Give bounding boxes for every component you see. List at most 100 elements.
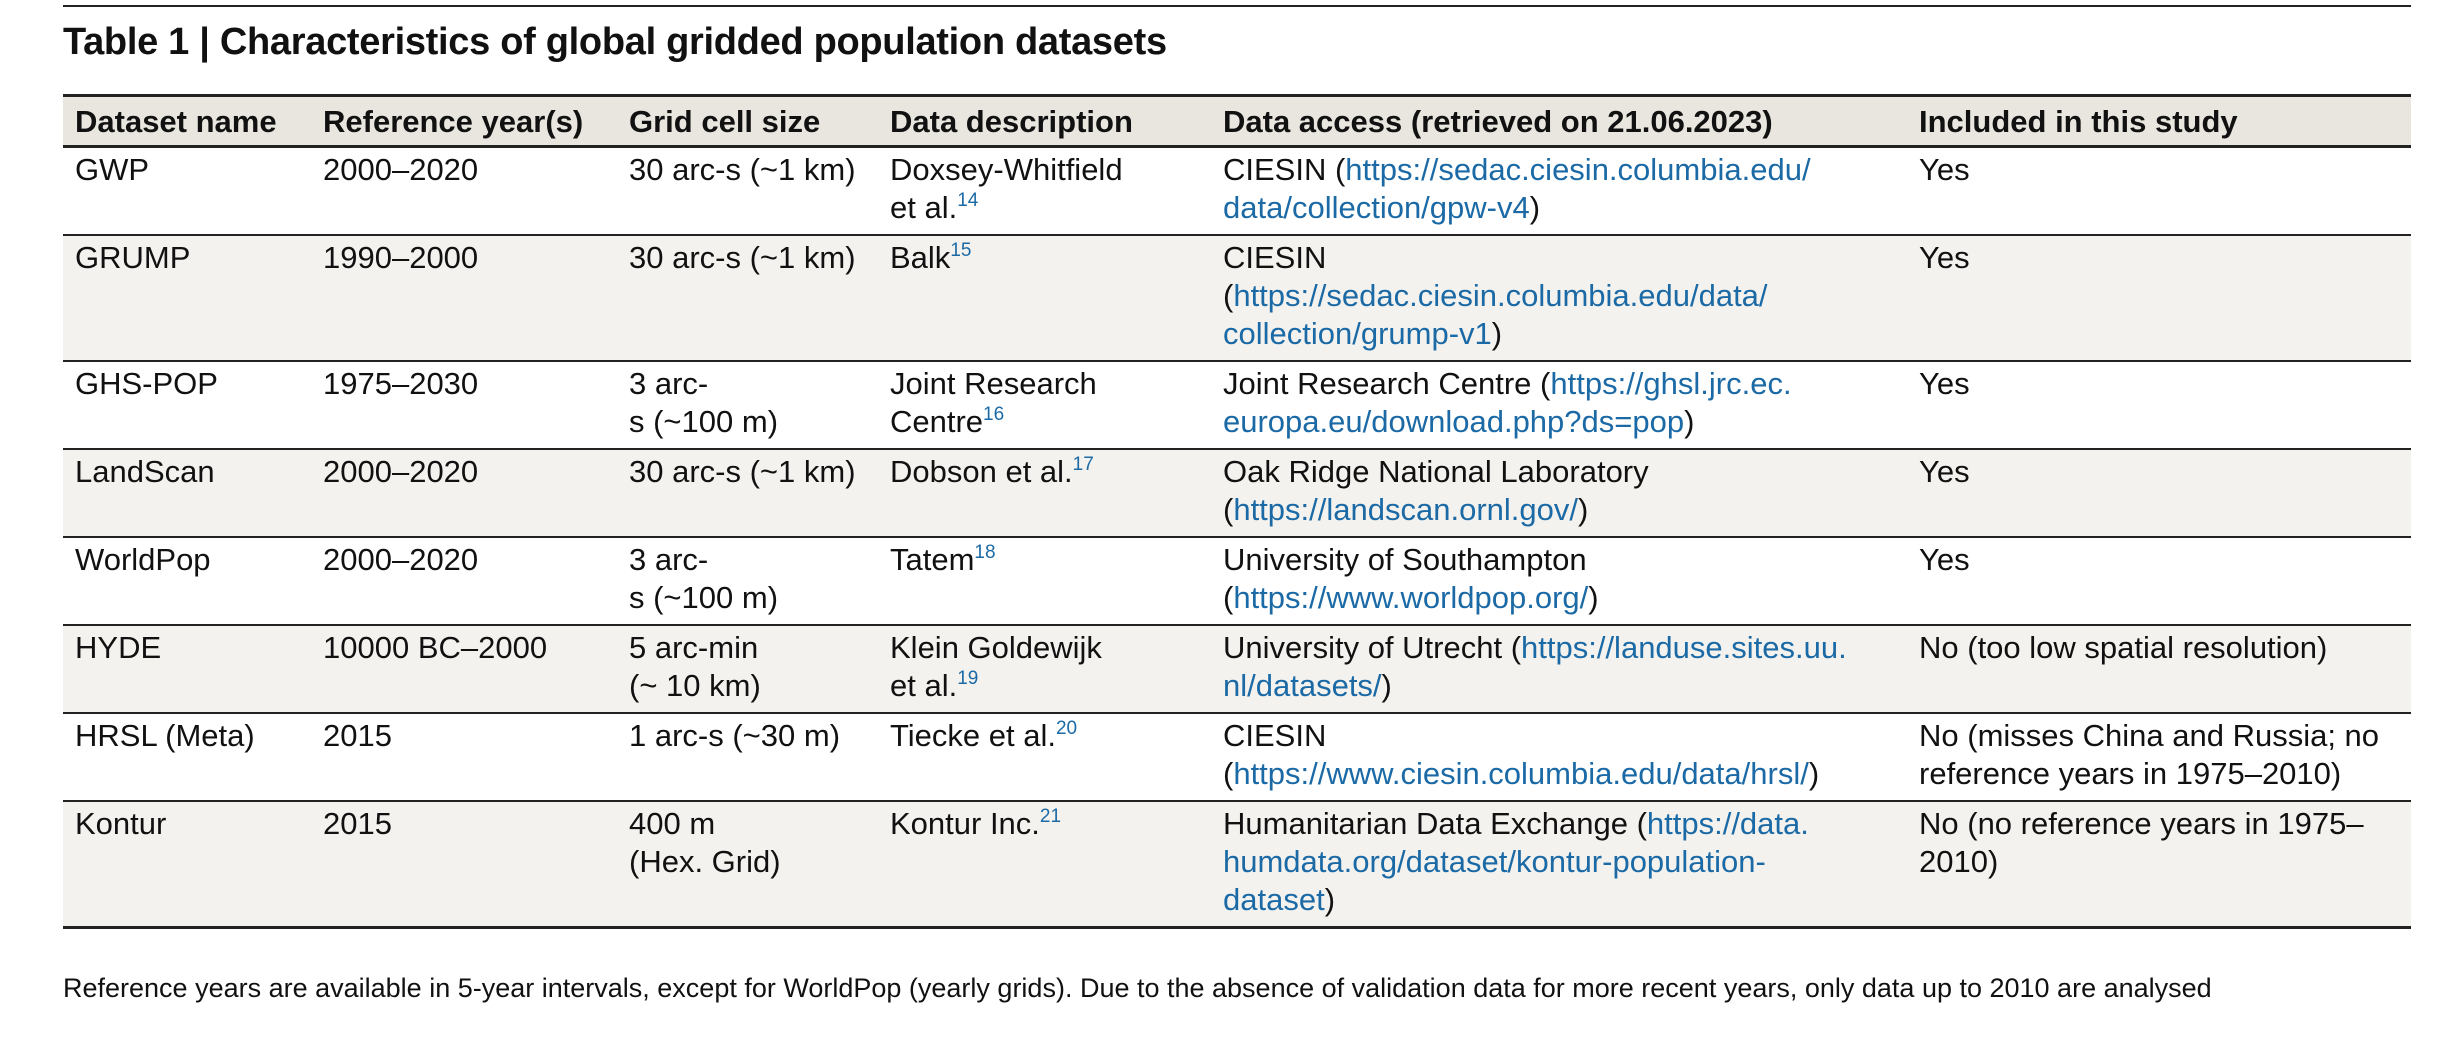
access-provider-text: Joint Research Centre ( bbox=[1223, 366, 1551, 401]
access-close-paren: ) bbox=[1588, 580, 1599, 615]
cell-reference-years: 2015 bbox=[323, 806, 392, 841]
cell-data-description: Joint Research Centre16 bbox=[878, 361, 1211, 449]
cell-included: Yes bbox=[1919, 240, 1970, 275]
access-url-link[interactable]: https://sedac.ciesin.columbia.edu/data/c… bbox=[1223, 278, 1768, 351]
cell-data-description: Balk15 bbox=[878, 235, 1211, 361]
header-included: Included in this study bbox=[1919, 104, 2238, 139]
access-provider-text: CIESIN bbox=[1223, 718, 1327, 753]
cell-data-access: Humanitarian Data Exchange (https://data… bbox=[1211, 801, 1907, 928]
access-url-link[interactable]: https://landuse.sites.uu. nl/datasets/ bbox=[1223, 630, 1847, 703]
description-text: et al. bbox=[890, 190, 958, 225]
description-text: Centre bbox=[890, 404, 984, 439]
cell-dataset-name: HRSL (Meta) bbox=[75, 718, 255, 753]
access-url-link[interactable]: https://data. humdata.org/dataset/kontur-… bbox=[1223, 806, 1809, 917]
cell-reference-years: 2000–2020 bbox=[323, 152, 479, 187]
cell-included: Yes bbox=[1919, 454, 1970, 489]
description-text: Klein Goldewijk bbox=[890, 630, 1102, 665]
grid-size-text: 3 arc- bbox=[629, 542, 709, 577]
access-url-link[interactable]: https://sedac.ciesin.columbia.edu/data/c… bbox=[1223, 152, 1811, 225]
access-provider-text: ( bbox=[1223, 278, 1234, 313]
table-footnote: Reference years are available in 5-year … bbox=[63, 973, 2212, 1003]
access-provider-text: Oak Ridge National Laboratory bbox=[1223, 454, 1649, 489]
description-text: Tatem bbox=[890, 542, 975, 577]
access-provider-text: ( bbox=[1223, 756, 1234, 791]
cell-included: Yes bbox=[1919, 542, 1970, 577]
reference-number[interactable]: 15 bbox=[950, 240, 972, 261]
table-body: GWP 2000–2020 30 arc-s (~1 km) Doxsey-Whitf… bbox=[63, 147, 2411, 928]
header-grid-cell-size: Grid cell size bbox=[629, 104, 821, 139]
grid-size-text: 5 arc-min bbox=[629, 630, 759, 665]
description-text: Doxsey-Whitfield bbox=[890, 152, 1123, 187]
cell-grid-cell-size: 30 arc-s (~1 km) bbox=[617, 147, 878, 236]
description-text: Dobson et al. bbox=[890, 454, 1073, 489]
cell-data-description: Dobson et al.17 bbox=[878, 449, 1211, 537]
table-row: WorldPop 2000–2020 3 arc-s (~100 m) Tatem18… bbox=[63, 537, 2411, 625]
url-text: https://landscan.ornl.gov/ bbox=[1233, 492, 1578, 527]
cell-grid-cell-size: 3 arc-s (~100 m) bbox=[617, 537, 878, 625]
grid-size-text: s (~100 m) bbox=[629, 580, 779, 615]
grid-size-text: 30 arc-s (~1 km) bbox=[629, 152, 856, 187]
reference-number[interactable]: 18 bbox=[974, 542, 996, 563]
cell-grid-cell-size: 30 arc-s (~1 km) bbox=[617, 449, 878, 537]
grid-size-text: 30 arc-s (~1 km) bbox=[629, 454, 856, 489]
cell-data-description: Tatem18 bbox=[878, 537, 1211, 625]
cell-included: No (no reference years in 1975–2010) bbox=[1919, 806, 2364, 879]
table-header: Dataset name Reference year(s) Grid cell… bbox=[63, 95, 2411, 147]
grid-size-text: (~ 10 km) bbox=[629, 668, 761, 703]
description-text: Balk bbox=[890, 240, 951, 275]
cell-dataset-name: HYDE bbox=[75, 630, 162, 665]
cell-grid-cell-size: 1 arc-s (~30 m) bbox=[617, 713, 878, 801]
cell-dataset-name: GHS-POP bbox=[75, 366, 218, 401]
cell-data-description: Doxsey-Whitfield et al.14 bbox=[878, 147, 1211, 236]
access-provider-text: CIESIN bbox=[1223, 240, 1327, 275]
description-text: Joint Research bbox=[890, 366, 1097, 401]
url-text: https://www.worldpop.org/ bbox=[1233, 580, 1589, 615]
access-url-link[interactable]: https://www.ciesin.columbia.edu/data/hrs… bbox=[1233, 756, 1809, 791]
cell-reference-years: 2015 bbox=[323, 718, 392, 753]
cell-dataset-name: LandScan bbox=[75, 454, 215, 489]
datasets-table: Dataset name Reference year(s) Grid cell… bbox=[63, 94, 2411, 929]
reference-number[interactable]: 21 bbox=[1039, 806, 1062, 827]
url-text: dataset bbox=[1223, 882, 1325, 917]
access-close-paren: ) bbox=[1577, 492, 1589, 527]
cell-data-access: Joint Research Centre (https://ghsl.jrc.… bbox=[1211, 361, 1907, 449]
url-text: collection/grump-v1 bbox=[1223, 316, 1492, 351]
reference-number[interactable]: 17 bbox=[1072, 454, 1094, 475]
table-row: Kontur 2015 400 m (Hex. Grid) Kontur Inc.21 H… bbox=[63, 801, 2411, 928]
access-provider-text: ( bbox=[1223, 580, 1234, 615]
access-close-paren: ) bbox=[1684, 404, 1695, 439]
reference-number[interactable]: 19 bbox=[957, 668, 979, 689]
cell-reference-years: 10000 BC–2000 bbox=[323, 630, 548, 665]
url-text: humdata.org/dataset/kontur-population- bbox=[1223, 844, 1766, 879]
grid-size-text: 30 arc-s (~1 km) bbox=[629, 240, 856, 275]
cell-data-access: University of Southampton (https://www.wo… bbox=[1211, 537, 1907, 625]
url-text: https://data. bbox=[1646, 806, 1809, 841]
cell-data-access: Oak Ridge National Laboratory (https://la… bbox=[1211, 449, 1907, 537]
reference-number[interactable]: 14 bbox=[957, 190, 979, 211]
reference-number[interactable]: 16 bbox=[983, 404, 1005, 425]
access-url-link[interactable]: https://www.worldpop.org/ bbox=[1233, 580, 1588, 615]
table-row: LandScan 2000–2020 30 arc-s (~1 km) Dobson … bbox=[63, 449, 2411, 537]
cell-data-access: CIESIN (https://sedac.ciesin.columbia.ed… bbox=[1211, 147, 1907, 236]
cell-included: No (misses China and Russia; no referenc… bbox=[1919, 718, 2380, 791]
cell-dataset-name: WorldPop bbox=[75, 542, 211, 577]
access-url-link[interactable]: https://landscan.ornl.gov/ bbox=[1233, 492, 1578, 527]
cell-reference-years: 2000–2020 bbox=[323, 542, 479, 577]
grid-size-text: (Hex. Grid) bbox=[629, 844, 781, 879]
access-close-paren: ) bbox=[1529, 190, 1541, 225]
url-text: data/collection/gpw-v4 bbox=[1223, 190, 1530, 225]
reference-number[interactable]: 20 bbox=[1055, 718, 1078, 739]
table-row: GRUMP 1990–2000 30 arc-s (~1 km) Balk15 CIES… bbox=[63, 235, 2411, 361]
access-close-paren: ) bbox=[1324, 882, 1336, 917]
table-row: GHS-POP 1975–2030 3 arc-s (~100 m) Joint Re… bbox=[63, 361, 2411, 449]
access-url-link[interactable]: https://ghsl.jrc.ec. europa.eu/download.p… bbox=[1223, 366, 1792, 439]
url-text: https://sedac.ciesin.columbia.edu/ bbox=[1345, 152, 1811, 187]
url-text: https://ghsl.jrc.ec. bbox=[1550, 366, 1792, 401]
cell-dataset-name: GRUMP bbox=[75, 240, 191, 275]
cell-grid-cell-size: 3 arc-s (~100 m) bbox=[617, 361, 878, 449]
header-reference-years: Reference year(s) bbox=[323, 104, 584, 139]
url-text: https://sedac.ciesin.columbia.edu/data/ bbox=[1233, 278, 1768, 313]
grid-size-text: 3 arc- bbox=[629, 366, 709, 401]
access-provider-text: CIESIN ( bbox=[1223, 152, 1346, 187]
header-data-description: Data description bbox=[890, 104, 1133, 139]
